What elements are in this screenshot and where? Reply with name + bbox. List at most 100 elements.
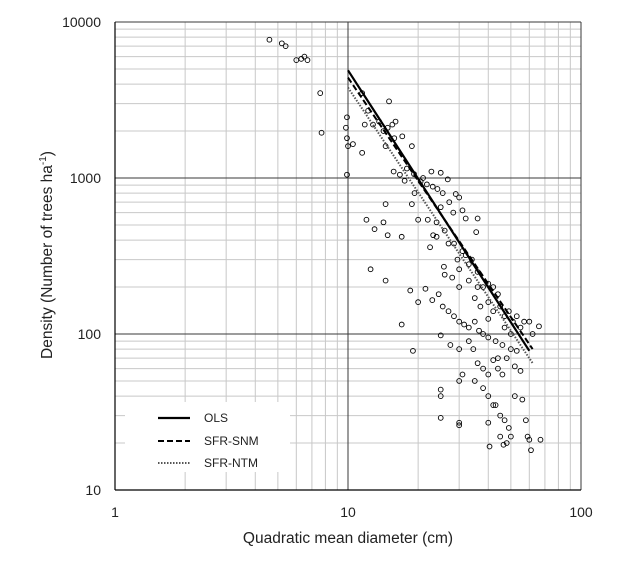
data-point [410, 347, 416, 354]
data-point [524, 433, 531, 440]
grid [114, 21, 582, 491]
data-point [490, 308, 497, 315]
axes [114, 22, 581, 491]
data-point [430, 232, 437, 239]
data-point [407, 287, 414, 294]
data-point [456, 318, 463, 325]
data-point [380, 128, 387, 134]
data-point [513, 347, 520, 354]
data-point [508, 331, 514, 337]
data-point [439, 303, 446, 310]
data-point [456, 194, 463, 201]
data-point [456, 346, 463, 352]
data-point [499, 342, 506, 348]
data-point [301, 53, 308, 60]
data-point [367, 266, 374, 273]
data-point [344, 135, 350, 142]
data-point [480, 331, 486, 337]
data-point [401, 177, 408, 184]
data-point [500, 441, 507, 448]
series-line-sfr-snm [347, 77, 534, 350]
data-point [523, 417, 529, 424]
data-point [266, 36, 273, 43]
data-point [490, 402, 497, 408]
data-point [449, 274, 456, 281]
tick-labels: 1 10 100 10 100 1000 10000 [62, 14, 593, 520]
y-axis-label-close: ) [39, 151, 56, 156]
data-point [521, 318, 527, 325]
data-point [495, 365, 501, 372]
data-point [363, 216, 370, 223]
data-point [480, 365, 486, 372]
data-point [424, 216, 431, 223]
data-point [497, 433, 504, 440]
data-point [454, 256, 461, 263]
data-point [470, 346, 477, 352]
y-tick-label: 10 [85, 482, 101, 498]
data-point [495, 355, 501, 362]
data-point [361, 121, 368, 128]
data-point [456, 284, 463, 290]
y-tick-label: 100 [78, 326, 102, 342]
y-axis-label-main: Density (Number of trees ha [39, 165, 56, 359]
data-point [429, 297, 436, 303]
data-point [465, 277, 472, 284]
x-tick-label: 100 [569, 504, 593, 520]
data-point [409, 201, 415, 207]
data-point [447, 342, 454, 348]
data-point [471, 318, 478, 325]
data-point [465, 338, 472, 344]
data-point [392, 118, 399, 125]
data-point [486, 443, 493, 450]
data-point [389, 121, 396, 128]
data-point [439, 190, 446, 196]
series-line-sfr-ntm [347, 86, 534, 364]
data-point [451, 313, 457, 320]
data-point [456, 266, 463, 273]
data-point [371, 226, 378, 233]
data-point [526, 318, 533, 325]
data-point [398, 321, 405, 328]
data-point [437, 393, 444, 399]
data-point [278, 40, 285, 47]
data-point [390, 168, 397, 175]
data-point [359, 149, 365, 156]
x-tick-label: 10 [340, 504, 356, 520]
data-point [344, 114, 350, 121]
data-point [399, 133, 406, 140]
data-point [490, 357, 497, 363]
data-point [437, 332, 444, 339]
x-tick-label: 1 [111, 504, 119, 520]
data-point [445, 240, 452, 247]
data-point [508, 433, 514, 440]
data-point [411, 190, 418, 196]
data-point [397, 171, 403, 178]
data-point [465, 324, 472, 331]
data-point [501, 417, 508, 424]
data-point [499, 371, 506, 378]
data-point [456, 378, 463, 384]
data-point [508, 346, 514, 352]
data-point [480, 385, 486, 391]
data-point [456, 419, 463, 426]
data-point [304, 57, 311, 63]
y-axis-label: Density (Number of trees ha-1) [38, 151, 56, 359]
scatter-points [266, 36, 544, 454]
data-point [511, 363, 518, 370]
data-point [370, 121, 376, 128]
data-point [485, 371, 492, 378]
data-point [382, 201, 389, 207]
data-point [474, 284, 481, 290]
data-point [427, 244, 433, 251]
y-tick-label: 10000 [62, 14, 101, 30]
data-point [386, 98, 392, 105]
data-point [497, 412, 504, 419]
data-point [471, 295, 478, 301]
data-point [437, 204, 444, 211]
data-point [384, 232, 391, 239]
data-point [409, 143, 415, 150]
data-point [444, 176, 451, 183]
data-point [424, 181, 430, 188]
data-point [446, 199, 453, 206]
